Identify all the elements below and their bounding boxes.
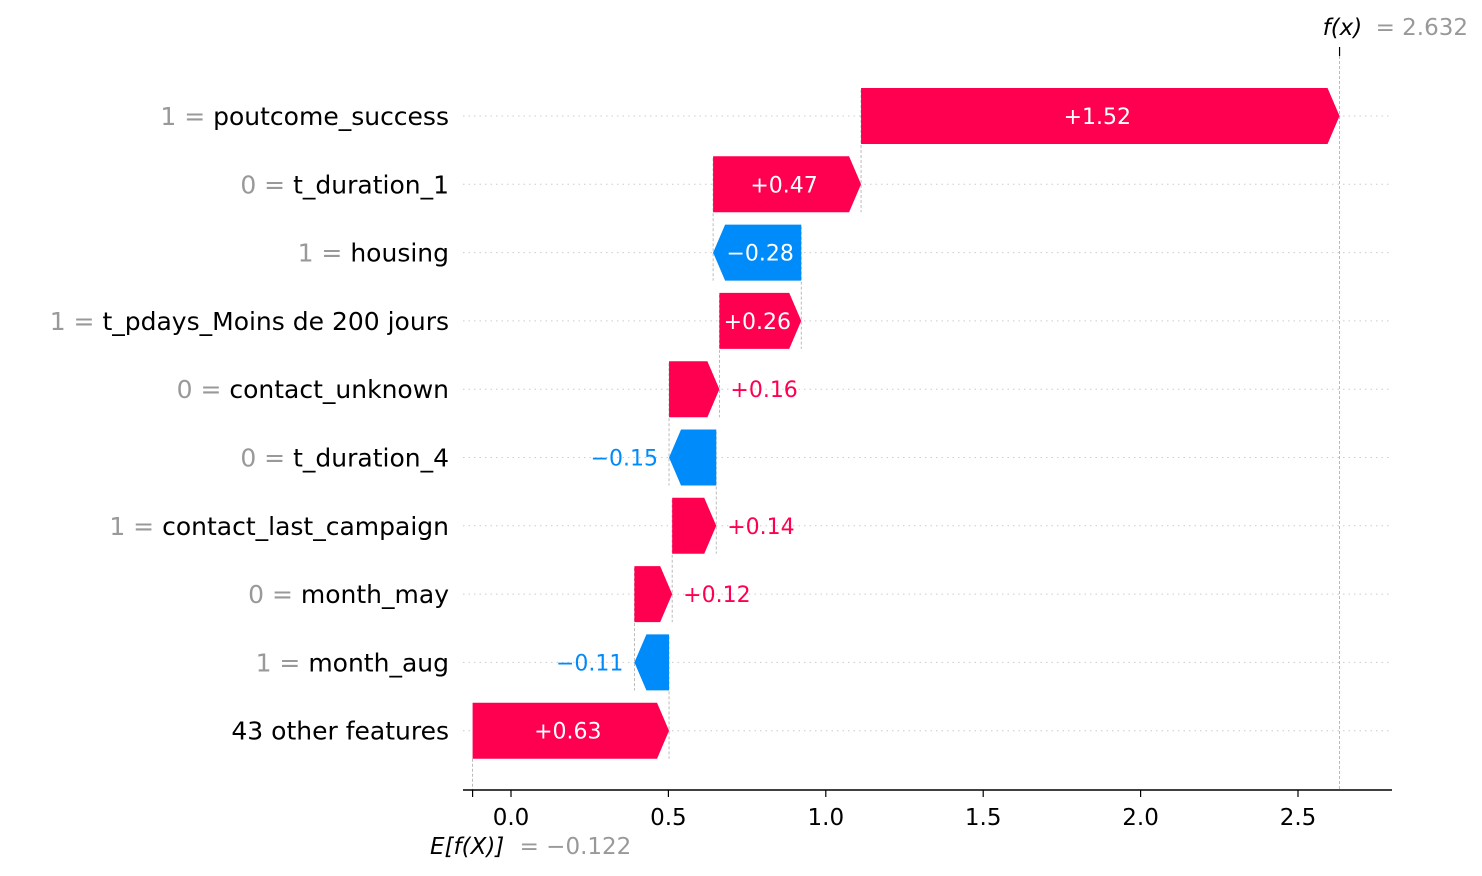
contribution-label: +0.16 [730,378,797,403]
feature-value: 1 = [298,239,351,268]
output-value-text: = 2.632 [1376,15,1468,41]
x-tick-label: 2.0 [1122,805,1159,831]
x-tick-label: 0.5 [650,805,687,831]
feature-value: 0 = [248,580,301,609]
positive-contribution-bar [634,566,673,623]
positive-contribution-bar [472,702,670,759]
feature-value: 1 = [160,102,213,131]
feature-name: 43 other features [231,717,449,746]
feature-name: month_aug [308,648,449,677]
feature-label: 1 = contact_last_campaign [109,512,449,541]
row-gridlines [463,115,1392,732]
contribution-label: +0.12 [683,583,750,608]
negative-contribution-bar [713,224,802,281]
contribution-label: −0.28 [726,242,793,267]
base-value-label: E[f(X)] = −0.122 [430,834,631,860]
contribution-label: +0.26 [724,310,791,335]
positive-contribution-bar [713,156,862,213]
contribution-label: +1.52 [1064,105,1131,130]
feature-name: month_may [301,580,449,609]
x-tick-label: 0.0 [493,805,530,831]
feature-label: 1 = poutcome_success [160,102,449,131]
bars: +1.52 +0.47 −0.28 +0.26 +0.16 −0.15 +0.14 +0.12… [472,88,1340,759]
x-tick-label: 2.5 [1280,805,1317,831]
negative-contribution-bar [634,634,670,691]
feature-label: 0 = t_duration_1 [240,170,449,199]
x-tick-label: 1.0 [808,805,845,831]
feature-label: 1 = month_aug [256,648,449,677]
feature-label: 0 = contact_unknown [177,375,449,404]
feature-name: contact_last_campaign [162,512,449,541]
negative-contribution-bar [669,429,717,486]
base-value-text: = −0.122 [520,834,632,860]
feature-value: 1 = [109,512,162,541]
feature-value: 0 = [240,444,293,473]
feature-label: 0 = month_may [248,580,449,609]
feature-name: poutcome_success [213,102,449,131]
feature-label: 0 = t_duration_4 [240,444,449,473]
positive-contribution-bar [669,361,720,418]
feature-label: 1 = t_pdays_Moins de 200 jours [50,307,449,336]
positive-contribution-bar [719,292,802,349]
connector-lines [472,56,1340,790]
contribution-label: −0.11 [556,651,623,676]
contribution-label: +0.47 [750,173,817,198]
feature-label: 1 = housing [298,239,449,268]
feature-name: t_duration_1 [293,170,449,199]
feature-value: 1 = [256,648,309,677]
feature-name: t_duration_4 [293,444,449,473]
contribution-label: +0.63 [534,720,601,745]
feature-value: 0 = [240,170,293,199]
output-value-prefix: f(x) [1323,15,1363,41]
x-tick-label: 1.5 [965,805,1002,831]
x-axis: 0.0 0.5 1.0 1.5 2.0 2.5 [463,789,1392,831]
feature-name: t_pdays_Moins de 200 jours [102,307,449,336]
feature-value: 1 = [50,307,103,336]
output-value-label: f(x) = 2.632 [1323,15,1468,41]
positive-contribution-bar [672,497,717,554]
feature-name: contact_unknown [229,375,449,404]
feature-labels: 1 = poutcome_success 0 = t_duration_1 1 = … [50,102,450,746]
feature-value: 0 = [177,375,230,404]
base-value-prefix: E[f(X)] [430,834,504,860]
contribution-label: +0.14 [727,515,794,540]
positive-contribution-bar [861,88,1340,144]
feature-name: housing [350,239,449,268]
contribution-label: −0.15 [591,447,658,472]
feature-label: 43 other features [231,717,449,746]
